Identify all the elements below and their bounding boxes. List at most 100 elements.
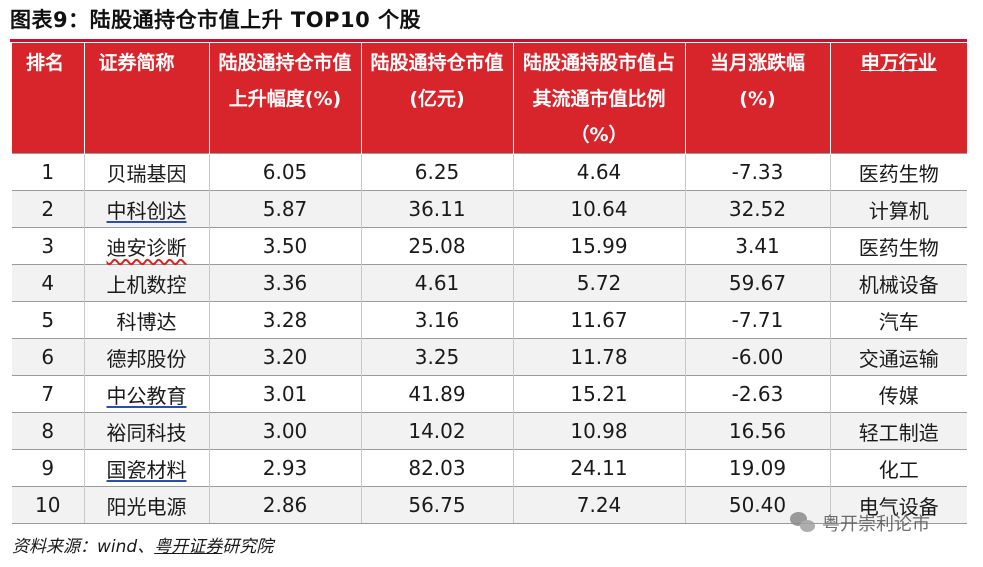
header-industry-label: 申万行业 — [860, 52, 937, 74]
header-security-name: 证券简称 — [84, 43, 210, 154]
table-header-row: 排名 证券简称 陆股通持仓市值上升幅度(%) 陆股通持仓市值(亿元) 陆股通持股… — [12, 43, 967, 154]
table-row: 9 国瓷材料 2.93 82.03 24.11 19.09 化工 — [12, 449, 967, 487]
monthly-change-cell: 32.52 — [685, 190, 831, 228]
monthly-change-cell: -7.71 — [685, 301, 831, 339]
industry-cell: 医药生物 — [830, 153, 967, 191]
float-ratio-cell: 11.78 — [513, 338, 686, 376]
industry-cell: 机械设备 — [830, 264, 967, 302]
rank-cell: 7 — [12, 375, 85, 413]
holding-rise-cell: 2.86 — [209, 486, 362, 524]
security-name-cell: 裕同科技 — [84, 412, 210, 450]
float-ratio-cell: 15.99 — [513, 227, 686, 265]
float-ratio-cell: 4.64 — [513, 153, 686, 191]
security-name-cell: 中公教育 — [84, 375, 210, 413]
holding-rise-cell: 3.01 — [209, 375, 362, 413]
holding-value-cell: 82.03 — [361, 449, 514, 487]
table-row: 10 阳光电源 2.86 56.75 7.24 50.40 电气设备 — [12, 486, 967, 524]
source-suffix: 研究院 — [222, 537, 274, 557]
top10-table: 排名 证券简称 陆股通持仓市值上升幅度(%) 陆股通持仓市值(亿元) 陆股通持股… — [12, 43, 967, 524]
rank-cell: 1 — [12, 153, 85, 191]
security-name-cell: 阳光电源 — [84, 486, 210, 524]
rank-cell: 8 — [12, 412, 85, 450]
source-note: 资料来源：wind、粤开证券研究院 — [12, 532, 273, 557]
holding-rise-cell: 6.05 — [209, 153, 362, 191]
security-name-cell: 中科创达 — [84, 190, 210, 228]
watermark: 粤开崇利论市 — [790, 510, 930, 536]
header-holding-value: 陆股通持仓市值(亿元) — [361, 43, 514, 154]
security-name-link: 中科创达 — [106, 198, 187, 223]
monthly-change-cell: -2.63 — [685, 375, 831, 413]
holding-rise-cell: 3.28 — [209, 301, 362, 339]
industry-cell: 计算机 — [830, 190, 967, 228]
figure-title: 图表9：陆股通持仓市值上升 TOP10 个股 — [10, 8, 422, 32]
security-name-cell: 贝瑞基因 — [84, 153, 210, 191]
industry-cell: 传媒 — [830, 375, 967, 413]
rank-cell: 9 — [12, 449, 85, 487]
title-divider — [10, 39, 967, 42]
security-name-cell: 德邦股份 — [84, 338, 210, 376]
table-row: 6 德邦股份 3.20 3.25 11.78 -6.00 交通运输 — [12, 338, 967, 376]
holding-value-cell: 14.02 — [361, 412, 514, 450]
table-row: 7 中公教育 3.01 41.89 15.21 -2.63 传媒 — [12, 375, 967, 413]
industry-cell: 电气设备 — [830, 486, 967, 524]
industry-cell: 轻工制造 — [830, 412, 967, 450]
header-monthly-change: 当月涨跌幅(%) — [685, 43, 831, 154]
monthly-change-cell: 16.56 — [685, 412, 831, 450]
holding-value-cell: 25.08 — [361, 227, 514, 265]
table-row: 2 中科创达 5.87 36.11 10.64 32.52 计算机 — [12, 190, 967, 228]
float-ratio-cell: 10.98 — [513, 412, 686, 450]
industry-cell: 汽车 — [830, 301, 967, 339]
security-name-cell: 科博达 — [84, 301, 210, 339]
security-name-cell: 迪安诊断 — [84, 227, 210, 265]
industry-cell: 化工 — [830, 449, 967, 487]
security-name-cell: 国瓷材料 — [84, 449, 210, 487]
holding-value-cell: 56.75 — [361, 486, 514, 524]
holding-value-cell: 4.61 — [361, 264, 514, 302]
float-ratio-cell: 10.64 — [513, 190, 686, 228]
float-ratio-cell: 24.11 — [513, 449, 686, 487]
header-industry: 申万行业 — [830, 43, 967, 154]
holding-value-cell: 36.11 — [361, 190, 514, 228]
rank-cell: 6 — [12, 338, 85, 376]
header-rank: 排名 — [12, 43, 85, 154]
float-ratio-cell: 11.67 — [513, 301, 686, 339]
monthly-change-cell: 3.41 — [685, 227, 831, 265]
industry-cell: 交通运输 — [830, 338, 967, 376]
monthly-change-cell: -7.33 — [685, 153, 831, 191]
table-row: 5 科博达 3.28 3.16 11.67 -7.71 汽车 — [12, 301, 967, 339]
industry-cell: 医药生物 — [830, 227, 967, 265]
security-name-link: 中公教育 — [106, 383, 187, 408]
float-ratio-cell: 7.24 — [513, 486, 686, 524]
holding-rise-cell: 3.00 — [209, 412, 362, 450]
header-holding-rise: 陆股通持仓市值上升幅度(%) — [209, 43, 362, 154]
float-ratio-cell: 5.72 — [513, 264, 686, 302]
holding-value-cell: 3.16 — [361, 301, 514, 339]
holding-rise-cell: 2.93 — [209, 449, 362, 487]
holding-value-cell: 6.25 — [361, 153, 514, 191]
float-ratio-cell: 15.21 — [513, 375, 686, 413]
holding-value-cell: 3.25 — [361, 338, 514, 376]
source-link: 粤开证券 — [154, 537, 223, 557]
rank-cell: 3 — [12, 227, 85, 265]
rank-cell: 5 — [12, 301, 85, 339]
wechat-icon — [790, 512, 816, 534]
monthly-change-cell: 59.67 — [685, 264, 831, 302]
rank-cell: 2 — [12, 190, 85, 228]
rank-cell: 10 — [12, 486, 85, 524]
security-name-link: 国瓷材料 — [106, 457, 187, 482]
table-row: 8 裕同科技 3.00 14.02 10.98 16.56 轻工制造 — [12, 412, 967, 450]
holding-rise-cell: 3.36 — [209, 264, 362, 302]
source-prefix: 资料来源：wind、 — [12, 537, 155, 557]
holding-rise-cell: 3.20 — [209, 338, 362, 376]
rank-cell: 4 — [12, 264, 85, 302]
monthly-change-cell: 19.09 — [685, 449, 831, 487]
holding-value-cell: 41.89 — [361, 375, 514, 413]
holding-rise-cell: 5.87 — [209, 190, 362, 228]
table-row: 3 迪安诊断 3.50 25.08 15.99 3.41 医药生物 — [12, 227, 967, 265]
watermark-text: 粤开崇利论市 — [822, 514, 930, 535]
header-float-ratio: 陆股通持股市值占其流通市值比例（%） — [513, 43, 686, 154]
table-row: 4 上机数控 3.36 4.61 5.72 59.67 机械设备 — [12, 264, 967, 302]
monthly-change-cell: -6.00 — [685, 338, 831, 376]
holding-rise-cell: 3.50 — [209, 227, 362, 265]
table-row: 1 贝瑞基因 6.05 6.25 4.64 -7.33 医药生物 — [12, 153, 967, 191]
